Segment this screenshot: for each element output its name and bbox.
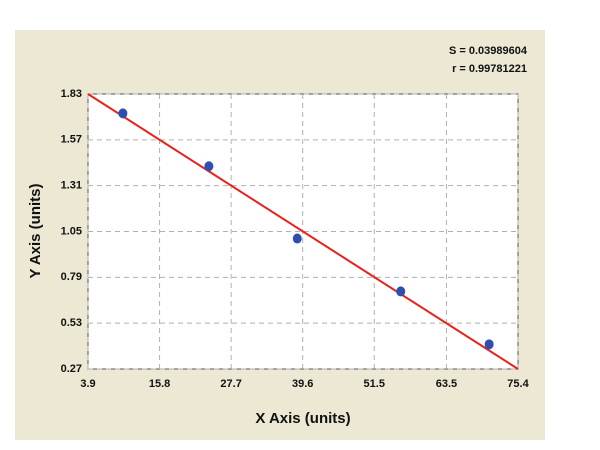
data-point: [204, 161, 214, 172]
y-tick-label: 0.79: [61, 271, 82, 283]
data-point: [396, 286, 406, 297]
y-tick-label: 1.31: [61, 180, 82, 192]
y-tick-label: 1.83: [61, 88, 82, 100]
y-tick-label: 1.05: [61, 225, 82, 237]
x-tick-label: 27.7: [220, 378, 241, 390]
y-tick-label: 1.57: [61, 134, 82, 146]
y-tick-label: 0.27: [61, 363, 82, 375]
annotation: S = 0.03989604: [449, 45, 528, 57]
annotation: r = 0.99781221: [452, 63, 527, 75]
x-tick-label: 75.4: [507, 378, 529, 390]
data-point: [484, 339, 494, 350]
y-tick-label: 0.53: [61, 317, 82, 329]
x-tick-label: 3.9: [80, 378, 95, 390]
x-tick-label: 63.5: [436, 378, 457, 390]
x-tick-label: 15.8: [149, 378, 170, 390]
fit-line: [87, 93, 519, 370]
x-tick-label: 51.5: [364, 378, 385, 390]
data-point: [292, 233, 302, 244]
data-point: [118, 108, 128, 119]
x-tick-label: 39.6: [292, 378, 313, 390]
x-axis-title: X Axis (units): [255, 410, 350, 427]
y-axis-title: Y Axis (units): [27, 183, 44, 278]
